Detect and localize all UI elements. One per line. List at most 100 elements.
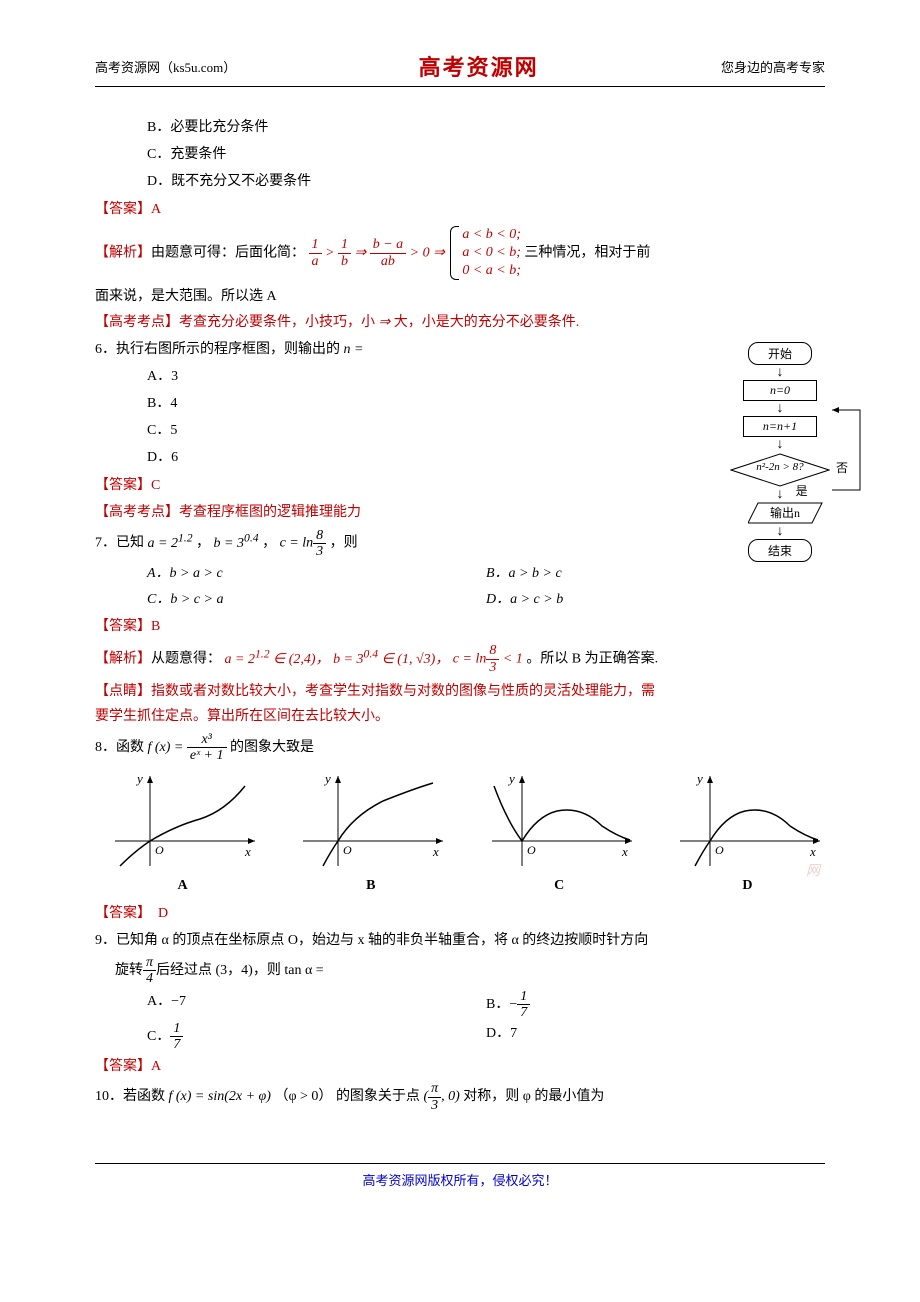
q7-cd: 3 [313, 544, 326, 559]
q9-s2m: 后经过点 (3，4)，则 tan α = [156, 963, 324, 978]
q7-opts-row2: C．b > c > a D．a > c > b [95, 587, 825, 612]
svg-text:O: O [527, 843, 536, 857]
content-body: B．必要比充分条件 C．充要条件 D．既不充分又不必要条件 【答案】A 【解析】… [95, 115, 825, 1113]
q6-point-text: 考查程序框图的逻辑推理能力 [179, 505, 361, 520]
q8-f: f (x) = [148, 740, 184, 755]
arrow-icon: ↓是 [715, 489, 845, 500]
q9-bneg: − [509, 997, 517, 1012]
q10-pd: 3 [428, 1098, 441, 1113]
q8-fn: x³ [187, 732, 227, 748]
svg-text:x: x [244, 844, 251, 859]
svg-text:O: O [343, 843, 352, 857]
cond-text: n²-2n > 8? [730, 461, 830, 473]
q7-optD: D．a > c > b [486, 587, 825, 612]
flow-step: n=n+1 [743, 416, 817, 437]
graph-D: y x O D [670, 771, 825, 898]
q7-b: b = 3 [214, 536, 244, 551]
q7-ana-label: 【解析】 [95, 652, 151, 667]
prev-point: 【高考考点】考查充分必要条件，小技巧，小 ⇒ 大，小是大的充分不必要条件. [95, 310, 825, 335]
page-footer: 高考资源网版权所有，侵权必究！ [95, 1163, 825, 1189]
q7-point1: 【点睛】指数或者对数比较大小，考查学生对指数与对数的图像与性质的灵活处理能力，需 [95, 679, 825, 704]
prev-answer: 【答案】A [95, 197, 825, 222]
q9-row2: C．17 D．7 [95, 1021, 825, 1053]
svg-text:y: y [323, 771, 331, 786]
svg-text:y: y [695, 771, 703, 786]
q7-a: a = 2 [148, 536, 178, 551]
prev-optB: B．必要比充分条件 [95, 115, 825, 140]
graph-A: y x O A [105, 771, 260, 898]
q6-stem-text: 6．执行右图所示的程序框图，则输出的 [95, 342, 344, 357]
gt2: > 0 ⇒ [410, 245, 445, 260]
case2: a < 0 < b; [462, 244, 521, 262]
q9-cd: 7 [170, 1037, 183, 1052]
arr1: ⇒ [354, 245, 366, 260]
q8-fd: eˣ + 1 [187, 748, 227, 763]
case1: a < b < 0; [462, 226, 521, 244]
q9-bd: 7 [517, 1005, 530, 1020]
q7-opts-row1: A．b > a > c B．a > b > c [95, 561, 825, 586]
q9-optD: D．7 [486, 1021, 825, 1053]
q10-pre: 10．若函数 [95, 1090, 169, 1105]
arrow-icon: ↓ [715, 439, 845, 450]
q7-optC: C．b > c > a [95, 587, 486, 612]
q7-bin: ∈ (1, √3)， [378, 652, 449, 667]
q7-c2: ， [262, 536, 276, 551]
q7-b-exp: 0.4 [244, 531, 259, 544]
q7-crd: 3 [486, 660, 499, 675]
prev-optC: C．充要条件 [95, 142, 825, 167]
graph-C-svg: y x O [482, 771, 637, 871]
svg-text:x: x [621, 844, 628, 859]
q7-pre: 7．已知 [95, 536, 148, 551]
graph-B: y x O B [293, 771, 448, 898]
svg-text:x: x [809, 844, 816, 859]
q9-rn: π [143, 955, 156, 971]
graph-A-svg: y x O [105, 771, 260, 871]
label-C: C [482, 873, 637, 898]
q10-ptpo: , 0) [441, 1090, 460, 1105]
q7-c1: ， [196, 536, 210, 551]
q9-optA: A．−7 [95, 989, 486, 1021]
svg-text:O: O [715, 843, 724, 857]
q7-cr: c = ln [453, 652, 487, 667]
q8-stem: 8．函数 f (x) = x³eˣ + 1 的图象大致是 [95, 732, 825, 764]
arrow-icon: ↓ [715, 526, 845, 537]
graph-D-svg: y x O [670, 771, 825, 871]
svg-text:y: y [135, 771, 143, 786]
q6-point-label: 【高考考点】 [95, 505, 179, 520]
q7-point2: 要学生抓住定点。算出所在区间在去比较大小。 [95, 704, 825, 729]
header-center-logo: 高考资源网 [419, 50, 539, 82]
q9-stem1: 9．已知角 α 的顶点在坐标原点 O，始边与 x 轴的非负半轴重合，将 α 的终… [95, 928, 825, 953]
arrow-icon: ↓ [715, 367, 845, 378]
q7-optA: A．b > a > c [95, 561, 486, 586]
f2-den: b [338, 254, 351, 269]
q9-answer: 【答案】A [95, 1054, 825, 1079]
flow-end: 结束 [748, 539, 812, 562]
point-arr: ⇒ [379, 315, 391, 330]
f3-den: ab [370, 254, 406, 269]
header-right: 您身边的高考专家 [721, 57, 825, 76]
loop-line-icon [832, 405, 867, 520]
point-text: 考查充分必要条件，小技巧，小 [179, 315, 375, 330]
q9-stem2: 旋转π4后经过点 (3，4)，则 tan α = [95, 955, 825, 987]
q10-par: （φ > 0） [274, 1090, 332, 1105]
q7-are: 1.2 [255, 647, 270, 660]
q8-answer: 【答案】 D [95, 901, 825, 926]
label-B: B [293, 873, 448, 898]
q7-ain: ∈ (2,4)， [270, 652, 330, 667]
flowchart: 开始 ↓ n=0 ↓ n=n+1 ↓ n²-2n > 8? 否 ↓是 输出n ↓… [715, 340, 845, 564]
point-label: 【高考考点】 [95, 315, 179, 330]
gt1: > [325, 245, 334, 260]
q9-optB: B．−17 [486, 989, 825, 1021]
header-left: 高考资源网（ks5u.com） [95, 57, 236, 76]
anal-line2: 面来说，是大范围。所以选 A [95, 284, 825, 309]
anal-post1: 三种情况，相对于前 [524, 245, 650, 260]
q9-cp: C． [147, 1029, 170, 1044]
point-text2: 大，小是大的充分不必要条件. [394, 315, 580, 330]
f1-den: a [309, 254, 322, 269]
q7-ana-post: 。所以 B 为正确答案. [526, 652, 658, 667]
flow-cond: n²-2n > 8? 否 [730, 453, 830, 487]
page-container: 高考资源网（ks5u.com） 高考资源网 您身边的高考专家 B．必要比充分条件… [0, 0, 920, 1229]
q10-f: f (x) = sin(2x + φ) [169, 1090, 271, 1105]
q7-bre: 0.4 [364, 647, 379, 660]
q8-graphs: y x O A y x O B [105, 771, 825, 898]
